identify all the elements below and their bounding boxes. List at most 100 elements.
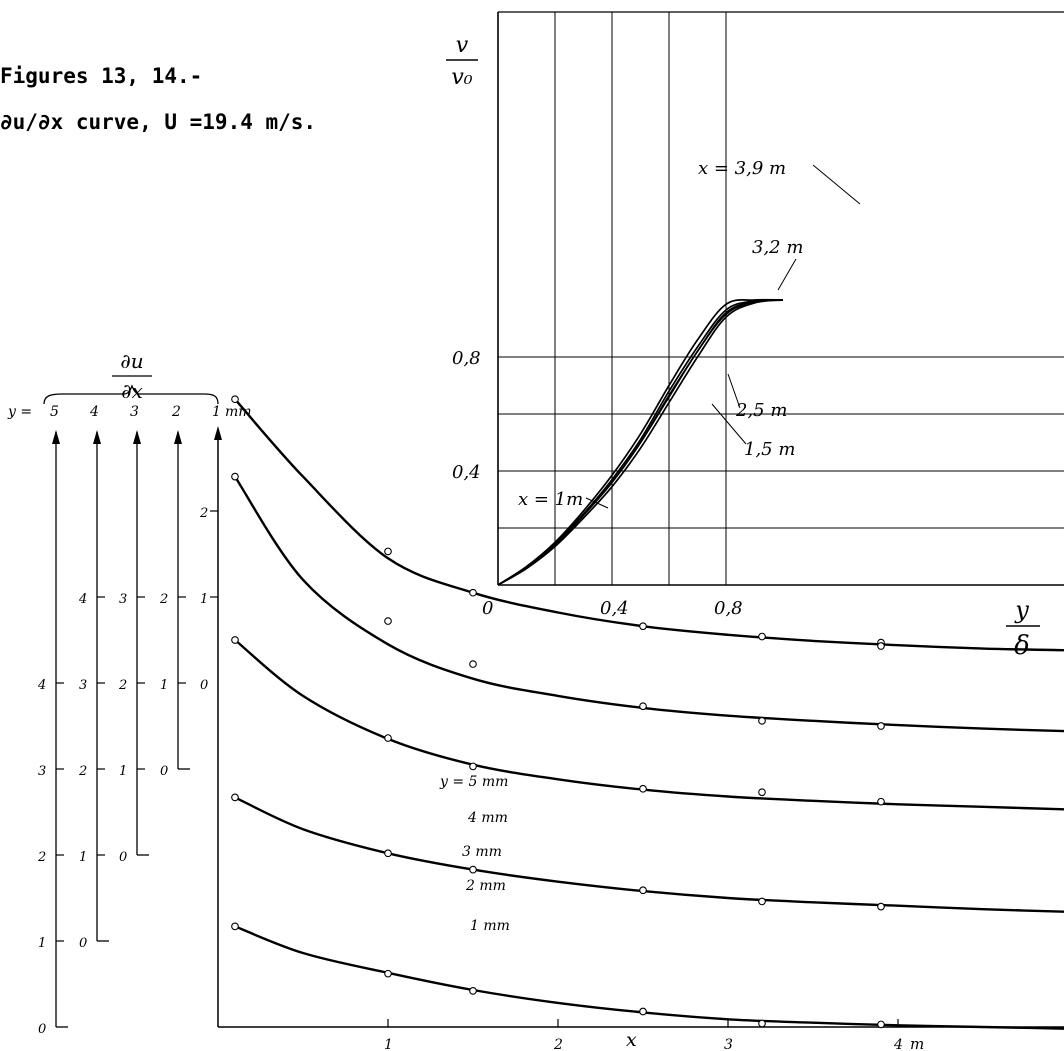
y-tick-label: 3 <box>38 764 46 779</box>
x-axis-label: x <box>626 1029 637 1051</box>
measured-point <box>639 622 647 631</box>
measured-point <box>231 636 239 644</box>
curve-label-y-5-mm: y = 5 mm <box>439 774 508 790</box>
y-tick-label: 0,4 <box>452 462 481 483</box>
measured-point <box>384 547 392 556</box>
measured-point <box>758 632 766 641</box>
series-label-x-2-5-m: 2,5 m <box>735 400 787 421</box>
y-tick-label: 1 <box>200 592 208 607</box>
measured-point <box>469 660 477 668</box>
measured-point <box>231 395 239 404</box>
y-tick-label: 0,8 <box>452 348 481 369</box>
measured-point <box>877 642 885 650</box>
axis-header-y-1: 1 <box>212 404 221 420</box>
series-label-x-1-5-m: 1,5 m <box>744 439 795 460</box>
series-label-leader <box>711 403 747 445</box>
figure-caption-title: Figures 13, 14.- <box>0 64 203 88</box>
measured-point <box>231 472 239 481</box>
offset-axis-arrow <box>174 430 182 444</box>
measured-point <box>639 886 647 895</box>
profile-line-x-2-5-m <box>497 299 784 586</box>
series-label-leader <box>585 497 609 509</box>
velocity-profile-chart: 0 0,4 0,8 0,4 0,8 v v₀ yδ x = 1m 1,5 m 2,5 m 3,2 m x… <box>446 11 1064 661</box>
y-tick-label: 3 <box>119 592 127 607</box>
curve-label-y-2-mm: 2 mm <box>465 878 506 894</box>
y-tick-label: 4 <box>78 592 87 607</box>
measured-point <box>469 588 477 597</box>
y-tick-label: 1 <box>119 764 127 779</box>
y-tick-label: 1 <box>160 678 168 693</box>
measured-point <box>758 788 766 797</box>
profile-line-x-1-5-m <box>497 299 784 586</box>
measured-point <box>877 797 885 806</box>
axis-header-y-3: 3 <box>130 404 139 420</box>
x-axis-label-numerator: y <box>1014 596 1029 624</box>
x-tick-label: 0 <box>482 598 493 619</box>
y-tick-label: 0 <box>119 850 127 865</box>
y-axis-label-denominator: ∂x <box>121 379 143 403</box>
curve-label-y-1-mm: 1 mm <box>470 918 510 934</box>
y-tick-label: 1 <box>38 936 46 951</box>
dudx-curve-y-3-mm <box>234 639 1064 811</box>
measured-point <box>877 1020 885 1029</box>
y-tick-label: 2 <box>118 678 127 693</box>
measured-point <box>384 969 392 978</box>
offset-axis-arrow <box>93 430 101 444</box>
measured-point <box>384 849 392 858</box>
y-axis-brace <box>43 384 219 405</box>
y-tick-label: 0 <box>160 764 168 779</box>
curve-label-y-3-mm: 3 mm <box>462 844 502 860</box>
dudx-curve-y-2-mm <box>234 796 1064 913</box>
y-tick-label: 2 <box>159 592 168 607</box>
figure-caption-subtitle: ∂u/∂x curve, U =19.4 m/s. <box>0 110 317 134</box>
offset-axis-arrow <box>133 430 141 444</box>
y-axis-label-numerator: v <box>456 33 469 58</box>
measured-point <box>877 902 885 911</box>
dudx-curve-y-4-mm <box>233 475 1064 733</box>
measured-point <box>758 716 766 725</box>
dudx-chart: 12345mx∂u∂xy =mm501234401234301232012101… <box>7 349 1064 1051</box>
y-tick-label: 4 <box>37 678 46 693</box>
y-tick-label: 1 <box>79 850 87 865</box>
x-tick-label: 0,4 <box>600 598 629 619</box>
y-axis-label-denominator: v₀ <box>451 65 472 90</box>
x-tick-label: 2 <box>553 1037 563 1051</box>
measured-point <box>639 784 647 793</box>
y-tick-label: 2 <box>78 764 87 779</box>
measured-point <box>469 762 477 771</box>
y-tick-label: 0 <box>38 1022 46 1037</box>
dudx-curve-y-1-mm <box>234 925 1064 1030</box>
x-axis-label-denominator: δ <box>1014 631 1030 661</box>
series-label-leader <box>777 258 797 291</box>
y-axis-prefix: y = <box>7 404 32 420</box>
axis-header-y-5: 5 <box>50 404 59 420</box>
measured-point <box>231 793 239 802</box>
x-axis-unit: m <box>910 1035 924 1051</box>
y-axis-unit: mm <box>225 404 252 420</box>
measured-point <box>384 617 392 625</box>
y-axis-label-numerator: ∂u <box>120 349 143 373</box>
profile-line-x-3-9-m <box>497 298 784 586</box>
series-label-x-1-m: x = 1m <box>518 489 583 510</box>
offset-axis-arrow <box>52 430 60 444</box>
y-tick-label: 0 <box>200 678 208 693</box>
x-tick-label: 4 <box>893 1037 903 1051</box>
x-tick-label: 1 <box>384 1037 393 1051</box>
y-tick-label: 2 <box>199 506 208 521</box>
y-tick-label: 2 <box>37 850 46 865</box>
x-tick-label: 3 <box>724 1037 733 1051</box>
y-tick-label: 3 <box>79 678 87 693</box>
y-tick-label: 0 <box>79 936 87 951</box>
measured-point <box>639 702 647 711</box>
series-label-leader <box>727 373 741 409</box>
series-label-leader <box>812 164 861 205</box>
dudx-curve-y-5-mm <box>234 398 1064 652</box>
axis-header-y-4: 4 <box>89 404 99 420</box>
measured-point <box>877 722 885 730</box>
measured-point <box>231 922 239 931</box>
measured-point <box>384 734 392 742</box>
axis-header-y-2: 2 <box>171 404 181 420</box>
measured-point <box>758 897 766 906</box>
series-label-x-3-9-m: x = 3,9 m <box>698 158 786 179</box>
